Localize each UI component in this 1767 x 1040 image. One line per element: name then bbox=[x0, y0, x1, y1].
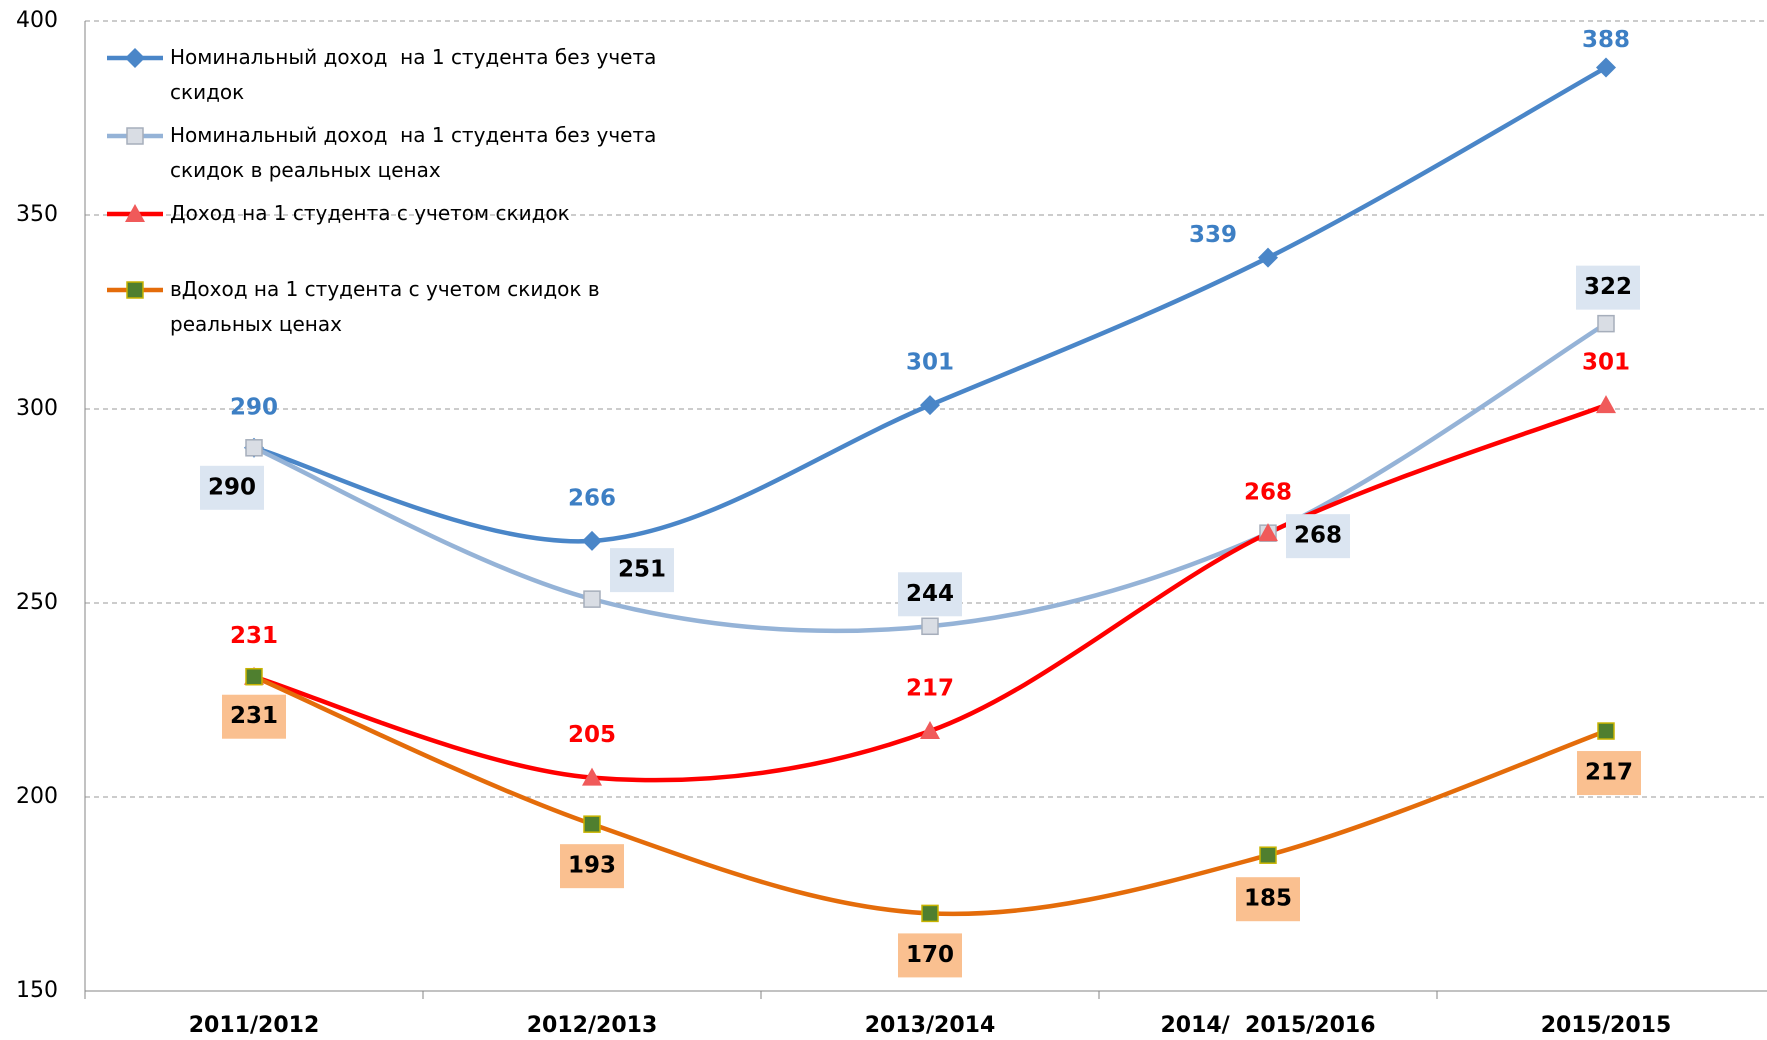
data-label-box bbox=[898, 933, 962, 978]
marker bbox=[1596, 57, 1616, 78]
y-tick-label: 300 bbox=[16, 396, 58, 421]
data-label: 251 bbox=[618, 557, 666, 583]
data-label: 322 bbox=[1584, 274, 1632, 300]
marker bbox=[583, 815, 601, 833]
data-label-box bbox=[222, 694, 286, 739]
marker bbox=[1259, 846, 1277, 864]
marker bbox=[1596, 395, 1616, 414]
data-label-box bbox=[1576, 265, 1640, 310]
x-tick-label: 2015/2015 bbox=[1541, 1013, 1672, 1038]
data-label: 268 bbox=[1244, 480, 1292, 506]
data-label: 268 bbox=[1294, 523, 1342, 549]
data-label: 301 bbox=[1582, 350, 1630, 376]
marker bbox=[126, 127, 144, 145]
data-label-box bbox=[1236, 877, 1300, 922]
y-tick-label: 150 bbox=[16, 978, 58, 1003]
x-tick-label: 2012/2013 bbox=[527, 1013, 658, 1038]
legend-entry: Доход на 1 студента с учетом скидок bbox=[105, 196, 680, 231]
data-label: 231 bbox=[230, 703, 278, 729]
marker bbox=[126, 281, 144, 299]
legend-label: вДоход на 1 студента с учетом скидок в р… bbox=[170, 277, 606, 336]
marker bbox=[245, 667, 263, 686]
data-label: 244 bbox=[906, 581, 954, 607]
data-label: 170 bbox=[906, 942, 954, 968]
y-tick-label: 200 bbox=[16, 784, 58, 809]
marker bbox=[1258, 247, 1278, 268]
data-label-box bbox=[610, 548, 674, 593]
legend-entry: Номинальный доход на 1 студента без учет… bbox=[105, 40, 680, 110]
marker bbox=[582, 530, 602, 551]
legend-entry: вДоход на 1 студента с учетом скидок в р… bbox=[105, 272, 680, 342]
data-label: 217 bbox=[906, 676, 954, 702]
marker bbox=[921, 904, 939, 923]
y-tick-label: 250 bbox=[16, 590, 58, 615]
x-tick-label: 2014/ 2015/2016 bbox=[1160, 1013, 1375, 1038]
data-label: 290 bbox=[230, 394, 278, 420]
data-label-box bbox=[1577, 751, 1641, 796]
marker bbox=[245, 439, 263, 457]
legend-label: Номинальный доход на 1 студента без учет… bbox=[170, 123, 663, 182]
legend-entry: Номинальный доход на 1 студента без учет… bbox=[105, 118, 680, 188]
data-label: 217 bbox=[1585, 760, 1633, 786]
data-label: 231 bbox=[230, 623, 278, 649]
marker bbox=[125, 204, 145, 222]
marker bbox=[1258, 523, 1278, 542]
y-tick-label: 350 bbox=[16, 202, 58, 227]
marker bbox=[920, 395, 940, 416]
legend-label: Номинальный доход на 1 студента без учет… bbox=[170, 45, 663, 104]
marker bbox=[1597, 722, 1615, 740]
x-tick-label: 2013/2014 bbox=[865, 1013, 996, 1038]
data-label-box bbox=[1286, 514, 1350, 559]
marker bbox=[583, 590, 601, 608]
data-label-box bbox=[200, 465, 264, 510]
legend-label: Доход на 1 студента с учетом скидок bbox=[170, 201, 570, 225]
legend-icon bbox=[107, 281, 163, 299]
legend-icon bbox=[107, 204, 163, 222]
marker bbox=[125, 48, 145, 68]
y-tick-label: 400 bbox=[16, 8, 58, 33]
legend-icon bbox=[107, 127, 163, 145]
data-label: 193 bbox=[568, 853, 616, 879]
data-label: 301 bbox=[906, 350, 954, 376]
line bbox=[253, 674, 1607, 917]
marker bbox=[1597, 314, 1615, 333]
marker bbox=[921, 617, 939, 636]
data-label: 205 bbox=[568, 722, 616, 748]
data-label-box bbox=[898, 572, 962, 617]
data-label: 339 bbox=[1189, 222, 1237, 248]
data-label: 266 bbox=[568, 485, 616, 511]
legend-icon bbox=[107, 48, 163, 68]
marker bbox=[920, 721, 940, 740]
data-label: 290 bbox=[208, 474, 256, 500]
data-label: 388 bbox=[1582, 27, 1630, 53]
x-tick-label: 2011/2012 bbox=[189, 1013, 320, 1038]
data-label-box bbox=[560, 844, 624, 889]
data-label: 185 bbox=[1244, 886, 1292, 912]
marker bbox=[582, 767, 602, 786]
